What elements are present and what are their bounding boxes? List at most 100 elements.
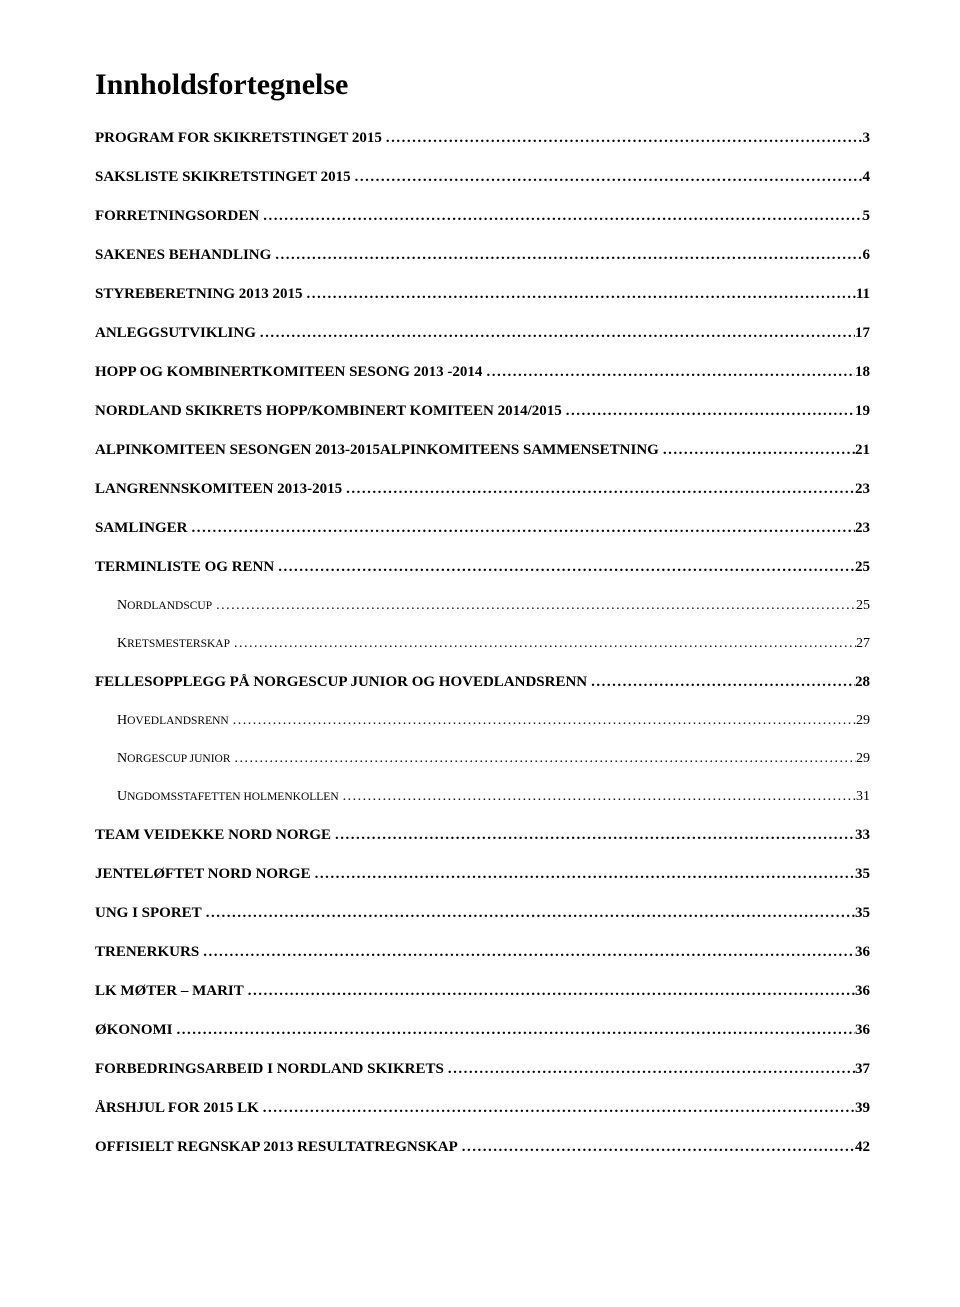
toc-entry-label: FELLESOPPLEGG PÅ NORGESCUP JUNIOR OG HOV… bbox=[95, 674, 587, 691]
toc-entry: OFFISIELT REGNSKAP 2013 RESULTATREGNSKAP… bbox=[95, 1139, 870, 1156]
toc-entry: NORDLAND SKIKRETS HOPP/KOMBINERT KOMITEE… bbox=[95, 403, 870, 420]
toc-entry: TERMINLISTE OG RENN.....................… bbox=[95, 559, 870, 576]
toc-entry-label: UNGDOMSSTAFETTEN HOLMENKOLLEN bbox=[117, 789, 339, 805]
toc-entry-label: STYREBERETNING 2013 2015 bbox=[95, 286, 303, 303]
toc-entry-page: 25 bbox=[856, 598, 870, 614]
toc-entry-label: NORDLANDSCUP bbox=[117, 598, 212, 614]
toc-entry: HOPP OG KOMBINERTKOMITEEN SESONG 2013 -2… bbox=[95, 364, 870, 381]
toc-entry-label: TERMINLISTE OG RENN bbox=[95, 559, 274, 576]
toc-entry: LANGRENNSKOMITEEN 2013-2015.............… bbox=[95, 481, 870, 498]
toc-entry: ALPINKOMITEEN SESONGEN 2013-2015ALPINKOM… bbox=[95, 442, 870, 459]
toc-leader-dots: ........................................… bbox=[256, 325, 855, 342]
toc-entry: JENTELØFTET NORD NORGE..................… bbox=[95, 866, 870, 883]
toc-entry-label: ALPINKOMITEEN SESONGEN 2013-2015ALPINKOM… bbox=[95, 442, 659, 459]
toc-leader-dots: ........................................… bbox=[212, 598, 856, 614]
toc-entry-label: TEAM VEIDEKKE NORD NORGE bbox=[95, 827, 331, 844]
toc-leader-dots: ........................................… bbox=[587, 674, 855, 691]
toc-entry-label: LK MØTER – MARIT bbox=[95, 983, 244, 1000]
toc-entry-page: 4 bbox=[863, 169, 871, 186]
toc-entry: TEAM VEIDEKKE NORD NORGE................… bbox=[95, 827, 870, 844]
toc-entry-page: 35 bbox=[855, 905, 870, 922]
toc-entry-label: FORBEDRINGSARBEID I NORDLAND SKIKRETS bbox=[95, 1061, 444, 1078]
toc-leader-dots: ........................................… bbox=[342, 481, 855, 498]
toc-entry-label: HOVEDLANDSRENN bbox=[117, 713, 229, 729]
toc-entry-page: 28 bbox=[855, 674, 870, 691]
toc-entry: FELLESOPPLEGG PÅ NORGESCUP JUNIOR OG HOV… bbox=[95, 674, 870, 691]
toc-entry: KRETSMESTERSKAP.........................… bbox=[95, 636, 870, 652]
toc-leader-dots: ........................................… bbox=[173, 1022, 856, 1039]
toc-entry-page: 25 bbox=[855, 559, 870, 576]
toc-entry-label: SAKENES BEHANDLING bbox=[95, 247, 271, 264]
toc-entry-label: FORRETNINGSORDEN bbox=[95, 208, 259, 225]
toc-leader-dots: ........................................… bbox=[199, 944, 855, 961]
toc-entry-page: 35 bbox=[855, 866, 870, 883]
toc-leader-dots: ........................................… bbox=[351, 169, 863, 186]
toc-entry-page: 36 bbox=[855, 944, 870, 961]
toc-leader-dots: ........................................… bbox=[382, 130, 863, 147]
toc-entry: FORRETNINGSORDEN........................… bbox=[95, 208, 870, 225]
toc-entry-label: HOPP OG KOMBINERTKOMITEEN SESONG 2013 -2… bbox=[95, 364, 482, 381]
toc-entry-page: 37 bbox=[855, 1061, 870, 1078]
toc-entry-page: 27 bbox=[856, 636, 870, 652]
table-of-contents: PROGRAM FOR SKIKRETSTINGET 2015.........… bbox=[95, 130, 870, 1156]
toc-leader-dots: ........................................… bbox=[311, 866, 855, 883]
toc-entry-page: 3 bbox=[863, 130, 871, 147]
toc-leader-dots: ........................................… bbox=[331, 827, 855, 844]
toc-entry: ÅRSHJUL FOR 2015 LK.....................… bbox=[95, 1100, 870, 1117]
toc-entry-label: NORDLAND SKIKRETS HOPP/KOMBINERT KOMITEE… bbox=[95, 403, 562, 420]
toc-entry-label: TRENERKURS bbox=[95, 944, 199, 961]
toc-leader-dots: ........................................… bbox=[259, 1100, 855, 1117]
toc-entry: SAKSLISTE SKIKRETSTINGET 2015...........… bbox=[95, 169, 870, 186]
toc-entry-label: NORGESCUP JUNIOR bbox=[117, 751, 231, 767]
toc-leader-dots: ........................................… bbox=[482, 364, 855, 381]
toc-entry-label: SAMLINGER bbox=[95, 520, 188, 537]
toc-entry-label: JENTELØFTET NORD NORGE bbox=[95, 866, 311, 883]
toc-entry: NORGESCUP JUNIOR........................… bbox=[95, 751, 870, 767]
toc-entry: STYREBERETNING 2013 2015................… bbox=[95, 286, 870, 303]
toc-leader-dots: ........................................… bbox=[244, 983, 855, 1000]
toc-entry: ØKONOMI.................................… bbox=[95, 1022, 870, 1039]
toc-entry: PROGRAM FOR SKIKRETSTINGET 2015.........… bbox=[95, 130, 870, 147]
toc-entry-label: PROGRAM FOR SKIKRETSTINGET 2015 bbox=[95, 130, 382, 147]
toc-leader-dots: ........................................… bbox=[229, 713, 856, 729]
toc-leader-dots: ........................................… bbox=[230, 636, 856, 652]
toc-leader-dots: ........................................… bbox=[303, 286, 856, 303]
toc-entry: LK MØTER – MARIT........................… bbox=[95, 983, 870, 1000]
toc-entry-page: 29 bbox=[856, 713, 870, 729]
toc-entry-page: 31 bbox=[856, 789, 870, 805]
toc-entry: ANLEGGSUTVIKLING........................… bbox=[95, 325, 870, 342]
toc-entry: HOVEDLANDSRENN..........................… bbox=[95, 713, 870, 729]
toc-leader-dots: ........................................… bbox=[271, 247, 862, 264]
toc-entry: SAMLINGER...............................… bbox=[95, 520, 870, 537]
toc-entry-page: 19 bbox=[855, 403, 870, 420]
toc-entry: FORBEDRINGSARBEID I NORDLAND SKIKRETS...… bbox=[95, 1061, 870, 1078]
toc-leader-dots: ........................................… bbox=[562, 403, 855, 420]
toc-leader-dots: ........................................… bbox=[259, 208, 862, 225]
toc-entry-label: LANGRENNSKOMITEEN 2013-2015 bbox=[95, 481, 342, 498]
toc-entry-page: 23 bbox=[855, 481, 870, 498]
page-title: Innholdsfortegnelse bbox=[95, 68, 870, 102]
toc-entry-page: 36 bbox=[855, 1022, 870, 1039]
toc-entry: NORDLANDSCUP............................… bbox=[95, 598, 870, 614]
toc-entry-label: ANLEGGSUTVIKLING bbox=[95, 325, 256, 342]
toc-entry-page: 39 bbox=[855, 1100, 870, 1117]
toc-entry-page: 17 bbox=[855, 325, 870, 342]
toc-entry-label: KRETSMESTERSKAP bbox=[117, 636, 230, 652]
toc-leader-dots: ........................................… bbox=[274, 559, 855, 576]
toc-entry: UNG I SPORET............................… bbox=[95, 905, 870, 922]
toc-entry: TRENERKURS..............................… bbox=[95, 944, 870, 961]
toc-entry-label: OFFISIELT REGNSKAP 2013 RESULTATREGNSKAP bbox=[95, 1139, 458, 1156]
toc-entry-page: 18 bbox=[855, 364, 870, 381]
toc-entry: SAKENES BEHANDLING......................… bbox=[95, 247, 870, 264]
toc-entry-label: ÅRSHJUL FOR 2015 LK bbox=[95, 1100, 259, 1117]
toc-entry-page: 11 bbox=[856, 286, 870, 303]
toc-entry-label: ØKONOMI bbox=[95, 1022, 173, 1039]
toc-leader-dots: ........................................… bbox=[188, 520, 855, 537]
toc-entry-page: 29 bbox=[856, 751, 870, 767]
toc-entry-page: 42 bbox=[855, 1139, 870, 1156]
toc-entry: UNGDOMSSTAFETTEN HOLMENKOLLEN...........… bbox=[95, 789, 870, 805]
toc-entry-page: 33 bbox=[855, 827, 870, 844]
toc-entry-label: SAKSLISTE SKIKRETSTINGET 2015 bbox=[95, 169, 351, 186]
toc-entry-page: 36 bbox=[855, 983, 870, 1000]
toc-entry-label: UNG I SPORET bbox=[95, 905, 202, 922]
